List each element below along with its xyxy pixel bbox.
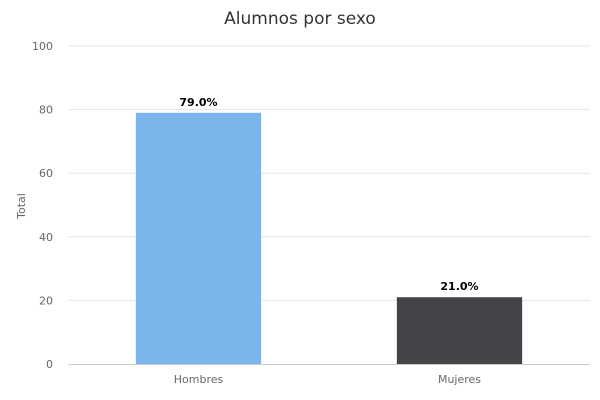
x-tick-label: Hombres (174, 373, 224, 386)
bar-hombres[interactable] (136, 113, 261, 364)
y-axis-ticks: 0 20 40 60 80 100 (32, 40, 53, 371)
y-tick-label: 100 (32, 40, 53, 53)
y-tick-label: 0 (46, 358, 53, 371)
y-tick-label: 40 (39, 231, 53, 244)
x-tick-label: Mujeres (438, 373, 481, 386)
y-tick-label: 60 (39, 167, 53, 180)
x-axis-ticks: Hombres Mujeres (174, 373, 482, 386)
data-label-mujeres: 21.0% (440, 280, 478, 293)
data-label-hombres: 79.0% (179, 96, 217, 109)
y-tick-label: 80 (39, 104, 53, 117)
y-tick-label: 20 (39, 294, 53, 307)
chart-title: Alumnos por sexo (224, 9, 376, 29)
y-axis-label: Total (15, 193, 28, 220)
bars (136, 113, 522, 364)
bar-mujeres[interactable] (397, 297, 522, 364)
